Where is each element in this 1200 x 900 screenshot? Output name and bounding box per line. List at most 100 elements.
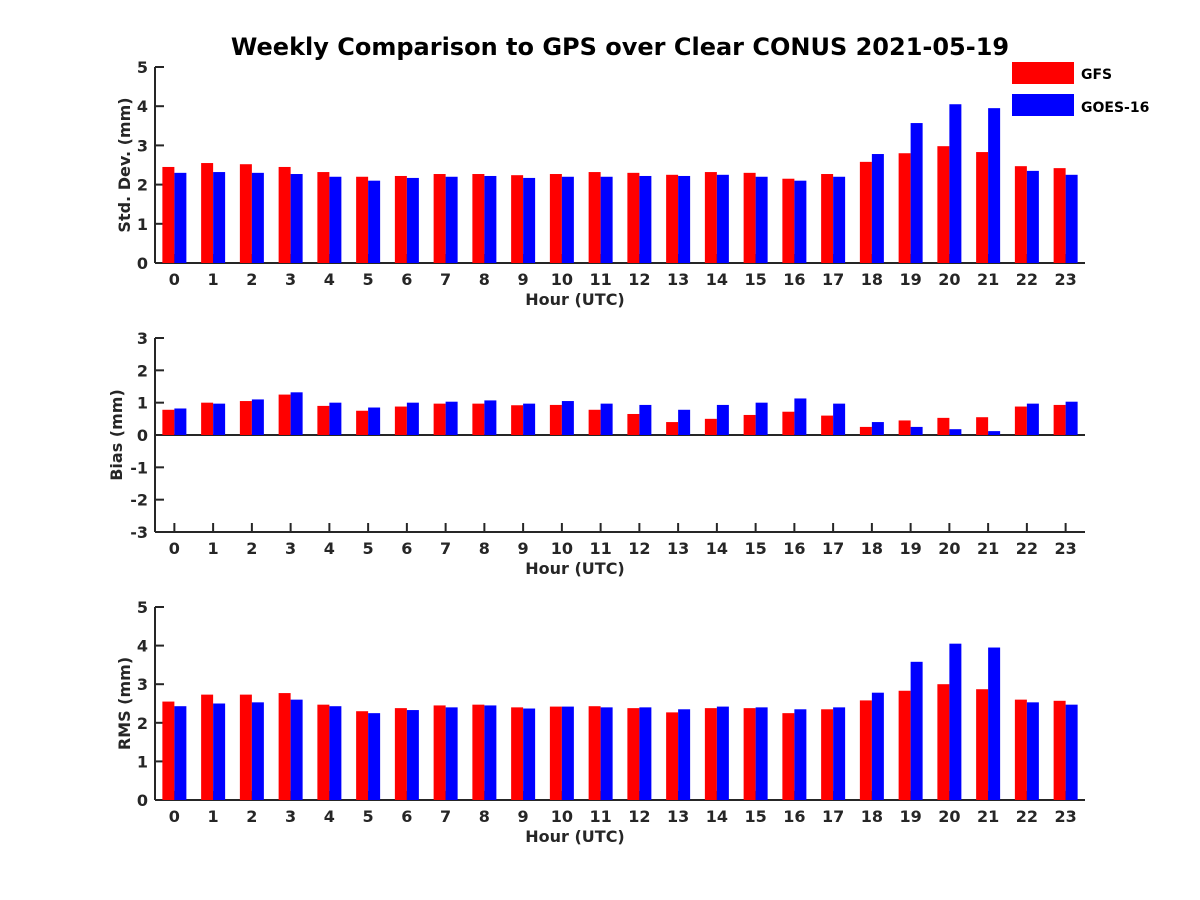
x-tick-label: 13 bbox=[667, 807, 689, 826]
y-tick-label: 3 bbox=[137, 136, 148, 155]
bar-goes16-hour-2 bbox=[251, 702, 264, 800]
x-tick-label: 15 bbox=[744, 270, 766, 289]
bar-gfs-hour-7 bbox=[433, 174, 446, 263]
bar-goes16-hour-12 bbox=[639, 707, 652, 800]
x-tick-label: 16 bbox=[783, 270, 805, 289]
x-tick-label: 7 bbox=[440, 807, 451, 826]
x-tick-label: 19 bbox=[899, 807, 921, 826]
bar-goes16-hour-13 bbox=[678, 175, 691, 263]
bar-goes16-hour-5 bbox=[368, 713, 381, 800]
bar-goes16-hour-7 bbox=[445, 401, 458, 435]
bar-goes16-hour-20 bbox=[949, 643, 962, 800]
bar-goes16-hour-15 bbox=[755, 707, 768, 800]
y-tick-label: 3 bbox=[137, 329, 148, 348]
bar-goes16-hour-13 bbox=[678, 709, 691, 800]
bar-goes16-hour-19 bbox=[910, 661, 923, 800]
x-tick-label: 22 bbox=[1016, 270, 1038, 289]
bar-goes16-hour-11 bbox=[600, 176, 613, 263]
bar-gfs-hour-16 bbox=[782, 713, 795, 800]
bar-goes16-hour-0 bbox=[174, 408, 187, 435]
bar-goes16-hour-12 bbox=[639, 175, 652, 263]
legend-swatch-goes16 bbox=[1012, 94, 1074, 116]
bar-goes16-hour-4 bbox=[329, 706, 342, 800]
x-tick-label: 4 bbox=[324, 539, 335, 558]
x-tick-label: 10 bbox=[551, 807, 573, 826]
x-tick-label: 23 bbox=[1054, 539, 1076, 558]
x-tick-label: 1 bbox=[208, 807, 219, 826]
legend-label-gfs: GFS bbox=[1081, 67, 1112, 83]
bar-gfs-hour-13 bbox=[666, 712, 679, 800]
bar-goes16-hour-17 bbox=[833, 707, 846, 800]
bar-gfs-hour-21 bbox=[976, 152, 989, 263]
bar-gfs-hour-7 bbox=[433, 403, 446, 435]
bar-goes16-hour-20 bbox=[949, 429, 962, 435]
y-tick-label: 0 bbox=[137, 791, 148, 810]
bar-goes16-hour-19 bbox=[910, 426, 923, 435]
x-tick-label: 11 bbox=[589, 807, 611, 826]
y-tick-label: 2 bbox=[137, 361, 148, 380]
x-tick-label: 13 bbox=[667, 539, 689, 558]
y-tick-label: 1 bbox=[137, 215, 148, 234]
bar-gfs-hour-19 bbox=[898, 153, 911, 263]
y-tick-label: -2 bbox=[130, 491, 148, 510]
bar-gfs-hour-20 bbox=[937, 417, 950, 435]
bar-gfs-hour-16 bbox=[782, 178, 795, 263]
x-tick-label: 5 bbox=[363, 807, 374, 826]
x-tick-label: 20 bbox=[938, 270, 960, 289]
bar-gfs-hour-16 bbox=[782, 411, 795, 435]
x-tick-label: 6 bbox=[401, 807, 412, 826]
bar-goes16-hour-5 bbox=[368, 407, 381, 435]
bar-gfs-hour-21 bbox=[976, 689, 989, 800]
bar-goes16-hour-15 bbox=[755, 176, 768, 263]
bar-goes16-hour-10 bbox=[561, 176, 574, 263]
bar-gfs-hour-7 bbox=[433, 705, 446, 800]
bar-goes16-hour-4 bbox=[329, 402, 342, 435]
x-tick-label: 13 bbox=[667, 270, 689, 289]
bar-gfs-hour-3 bbox=[278, 166, 291, 263]
bar-gfs-hour-14 bbox=[704, 172, 717, 263]
y-tick-label: 2 bbox=[137, 176, 148, 195]
x-tick-label: 14 bbox=[706, 270, 728, 289]
bar-goes16-hour-8 bbox=[484, 175, 497, 263]
bar-gfs-hour-15 bbox=[743, 414, 756, 435]
bar-goes16-hour-14 bbox=[716, 174, 729, 263]
bar-goes16-hour-0 bbox=[174, 172, 187, 263]
x-tick-label: 7 bbox=[440, 539, 451, 558]
bar-goes16-hour-1 bbox=[213, 403, 226, 435]
bar-gfs-hour-4 bbox=[317, 405, 330, 435]
x-tick-label: 5 bbox=[363, 270, 374, 289]
bar-gfs-hour-22 bbox=[1014, 166, 1027, 263]
bar-goes16-hour-16 bbox=[794, 398, 807, 435]
y-tick-label: 4 bbox=[137, 637, 148, 656]
bar-gfs-hour-5 bbox=[356, 711, 369, 800]
bar-gfs-hour-21 bbox=[976, 417, 989, 435]
y-tick-label: 2 bbox=[137, 714, 148, 733]
x-tick-label: 15 bbox=[744, 539, 766, 558]
bar-goes16-hour-21 bbox=[988, 108, 1001, 263]
bar-goes16-hour-9 bbox=[523, 708, 536, 800]
bar-goes16-hour-15 bbox=[755, 402, 768, 435]
bar-gfs-hour-0 bbox=[162, 166, 175, 263]
bar-gfs-hour-1 bbox=[201, 694, 214, 800]
bar-gfs-hour-11 bbox=[588, 706, 601, 800]
x-tick-label: 14 bbox=[706, 539, 728, 558]
x-tick-label: 21 bbox=[977, 807, 999, 826]
x-tick-label: 9 bbox=[518, 807, 529, 826]
bar-gfs-hour-10 bbox=[549, 174, 562, 263]
bar-gfs-hour-6 bbox=[394, 406, 407, 435]
x-tick-label: 19 bbox=[899, 539, 921, 558]
bar-gfs-hour-5 bbox=[356, 176, 369, 263]
x-tick-label: 22 bbox=[1016, 539, 1038, 558]
bar-goes16-hour-5 bbox=[368, 180, 381, 263]
y-tick-label: 3 bbox=[137, 675, 148, 694]
x-tick-label: 17 bbox=[822, 807, 844, 826]
bar-goes16-hour-21 bbox=[988, 431, 1001, 435]
x-tick-label: 22 bbox=[1016, 807, 1038, 826]
x-tick-label: 7 bbox=[440, 270, 451, 289]
bar-goes16-hour-8 bbox=[484, 705, 497, 800]
x-tick-label: 18 bbox=[861, 807, 883, 826]
x-tick-label: 23 bbox=[1054, 270, 1076, 289]
